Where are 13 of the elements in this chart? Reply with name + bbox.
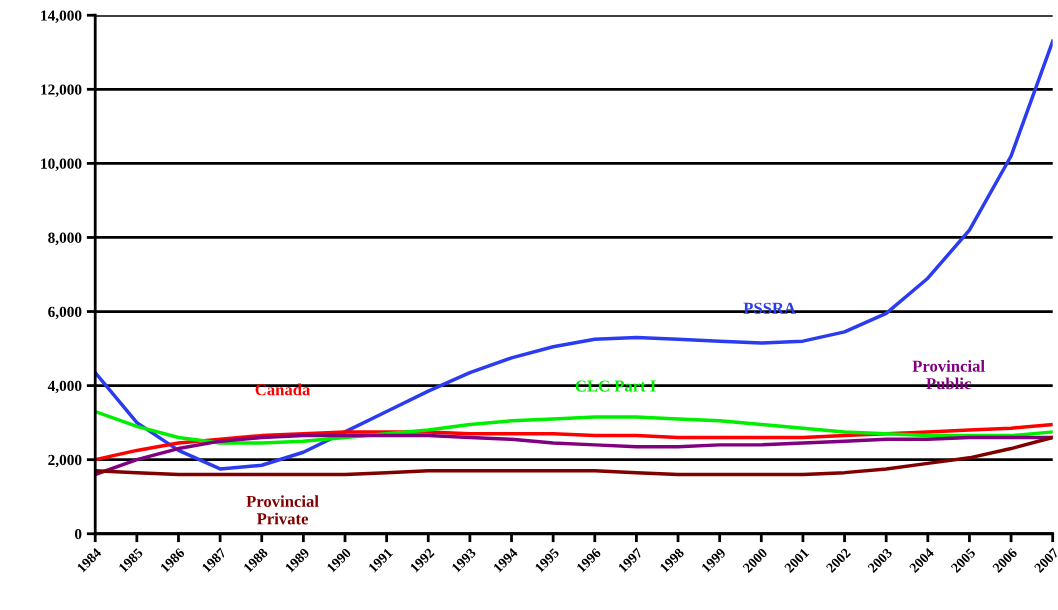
y-tick-label: 8,000 — [48, 232, 82, 246]
line-series — [95, 409, 1053, 445]
y-tick-label: 14,000 — [41, 10, 82, 23]
y-tick-label: 0 — [74, 528, 82, 540]
y-tick-label: 12,000 — [41, 84, 82, 97]
y-tick-label: 4,000 — [47, 380, 82, 394]
y-tick-label: 10,000 — [41, 158, 82, 172]
text: Canada — [255, 383, 311, 396]
y-tick-label: 2,000 — [48, 454, 82, 468]
series-label: Provincial Private — [246, 495, 319, 525]
x-tick-label: 1990 — [326, 547, 352, 573]
y-tick-label: 6,000 — [48, 306, 82, 320]
text: Provincial Public — [912, 360, 985, 390]
